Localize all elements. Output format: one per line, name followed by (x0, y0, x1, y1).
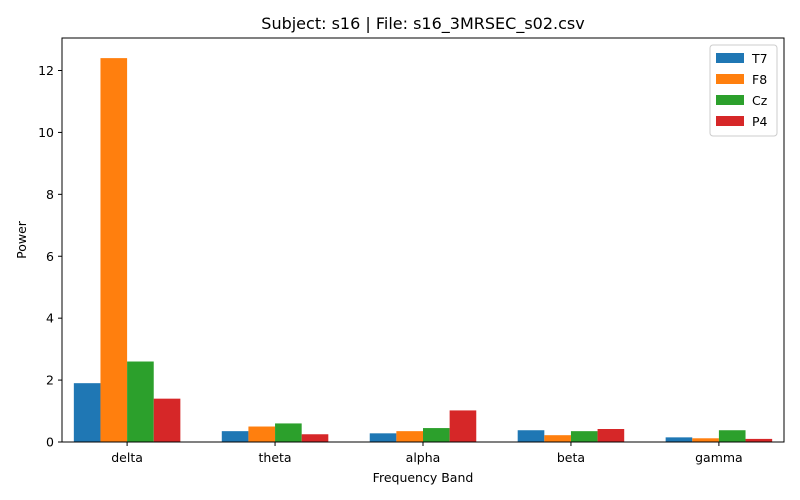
x-tick-label-beta: beta (557, 450, 585, 465)
x-axis: delta theta alpha beta gamma (111, 442, 743, 465)
bar-p4-theta (301, 434, 329, 442)
legend-swatch-cz (716, 95, 744, 105)
x-axis-label: Frequency Band (373, 470, 474, 485)
plot-frame (61, 37, 785, 443)
bar-p4-delta (153, 398, 181, 442)
legend-label-t7: T7 (751, 51, 768, 66)
legend-swatch-t7 (716, 53, 744, 63)
y-tick-label: 8 (46, 187, 54, 202)
bars-group (73, 58, 773, 443)
bar-cz-alpha (423, 428, 450, 442)
y-tick-label: 10 (38, 125, 54, 140)
bar-t7-beta (517, 430, 545, 442)
bar-cz-gamma (718, 430, 746, 442)
bar-f8-alpha (396, 431, 423, 442)
legend-swatch-f8 (716, 74, 744, 84)
bar-cz-delta (127, 361, 154, 442)
bar-p4-beta (597, 429, 625, 442)
bar-t7-alpha (369, 433, 397, 442)
bar-t7-theta (221, 431, 249, 442)
bar-cz-theta (275, 423, 302, 442)
bar-f8-theta (248, 426, 276, 442)
legend-label-f8: F8 (752, 72, 767, 87)
legend-label-p4: P4 (752, 114, 768, 129)
bar-p4-alpha (449, 410, 477, 442)
x-tick-label-gamma: gamma (695, 450, 743, 465)
y-tick-label: 2 (46, 373, 54, 388)
x-tick-label-alpha: alpha (406, 450, 441, 465)
y-tick-label: 12 (38, 63, 54, 78)
bar-f8-delta (100, 58, 128, 443)
legend-box (709, 44, 778, 137)
chart-title: Subject: s16 | File: s16_3MRSEC_s02.csv (261, 14, 584, 34)
bar-f8-gamma (692, 438, 719, 442)
x-tick-label-theta: theta (259, 450, 292, 465)
bar-p4-gamma (745, 438, 773, 442)
bar-t7-delta (73, 383, 101, 442)
bar-f8-beta (544, 435, 571, 442)
y-tick-label: 4 (46, 311, 54, 326)
y-axis: 0 2 4 6 8 10 12 (38, 63, 62, 450)
legend-swatch-p4 (716, 116, 744, 126)
bar-t7-gamma (665, 437, 693, 442)
y-tick-label: 6 (46, 249, 54, 264)
bar-cz-beta (570, 431, 598, 442)
x-tick-label-delta: delta (111, 450, 143, 465)
legend-label-cz: Cz (752, 93, 768, 108)
y-tick-label: 0 (46, 435, 54, 450)
legend: T7 F8 Cz P4 (709, 44, 778, 137)
y-axis-label: Power (14, 220, 29, 259)
